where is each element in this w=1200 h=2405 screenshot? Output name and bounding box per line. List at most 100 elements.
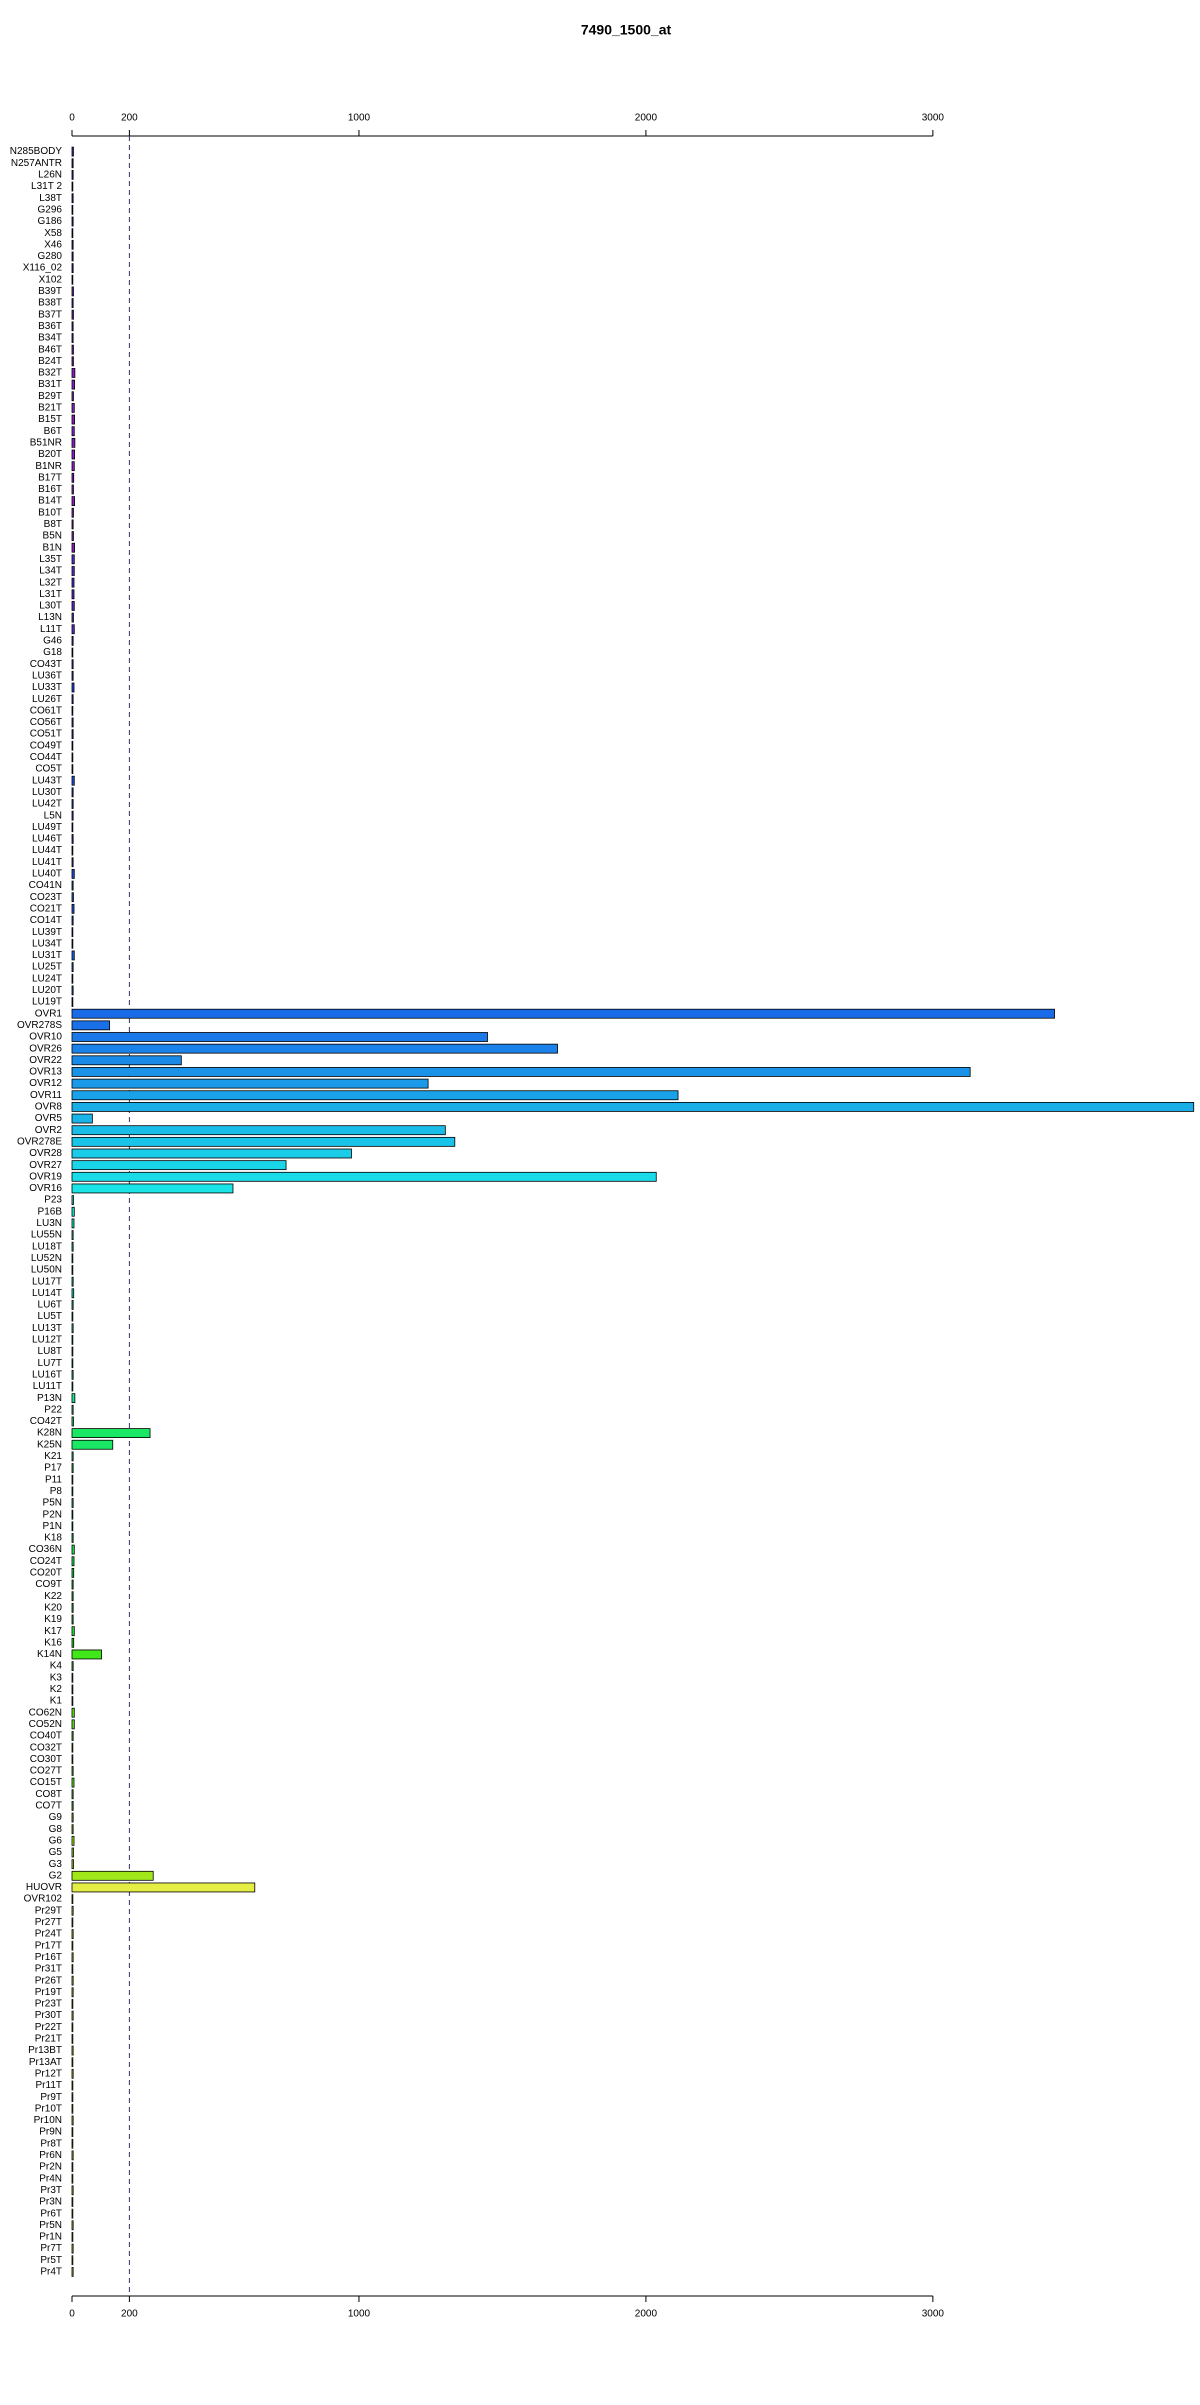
y-tick-label: L13N <box>38 612 62 623</box>
y-tick-label: X58 <box>44 228 62 239</box>
y-tick-label: LU12T <box>32 1335 62 1346</box>
y-tick-label: OVR19 <box>29 1171 62 1182</box>
y-tick-label: Pr3T <box>40 2185 62 2196</box>
bar <box>71 414 75 425</box>
bar <box>71 1043 558 1054</box>
y-tick-label: P17 <box>44 1463 62 1474</box>
y-tick-label: G18 <box>43 647 62 658</box>
y-tick-label: LU49T <box>32 822 62 833</box>
bar <box>71 2022 74 2033</box>
bar <box>71 670 74 681</box>
y-tick-label: OVR5 <box>35 1113 63 1124</box>
bar <box>71 880 74 891</box>
y-tick-label: B24T <box>38 356 62 367</box>
y-tick-label: X116_02 <box>23 263 63 274</box>
y-tick-label: LU16T <box>32 1369 62 1380</box>
y-tick-label: OVR27 <box>29 1160 62 1171</box>
bar <box>71 1579 74 1590</box>
y-tick-label: Pr22T <box>35 2022 62 2033</box>
bar <box>71 169 74 180</box>
bar <box>71 437 76 448</box>
bar <box>71 1929 74 1939</box>
y-tick-label: OVR22 <box>29 1055 62 1066</box>
y-tick-label: Pr30T <box>35 2010 62 2021</box>
bar <box>71 729 74 739</box>
y-tick-label: B46T <box>38 344 62 355</box>
y-tick-label: K25N <box>37 1439 62 1450</box>
bar <box>71 1556 75 1567</box>
y-tick-label: K17 <box>44 1626 62 1637</box>
y-tick-label: OVR2 <box>35 1125 63 1136</box>
bar <box>71 426 75 437</box>
y-tick-label: CO52N <box>29 1719 62 1730</box>
y-tick-label: LU6T <box>38 1300 62 1311</box>
y-tick-label: G46 <box>43 636 62 647</box>
y-tick-label: B34T <box>38 333 62 344</box>
bar <box>71 181 74 192</box>
y-tick-label: K22 <box>44 1591 62 1602</box>
y-tick-label: P8 <box>50 1486 63 1497</box>
y-tick-label: L38T <box>39 193 62 204</box>
y-tick-label: CO8T <box>35 1789 62 1800</box>
y-tick-label: LU26T <box>32 694 62 705</box>
bar <box>71 985 74 996</box>
y-tick-label: OVR13 <box>29 1067 62 1078</box>
y-tick-label: LU34T <box>32 938 62 949</box>
bar <box>71 1940 74 1951</box>
y-tick-label: CO21T <box>30 903 62 914</box>
y-tick-label: CO15T <box>30 1777 62 1788</box>
y-tick-label: CO62N <box>29 1707 62 1718</box>
y-tick-label: P16B <box>38 1206 63 1217</box>
bar <box>71 834 74 844</box>
bar <box>71 566 75 576</box>
x-tick-label: 2000 <box>635 113 658 124</box>
y-tick-label: LU39T <box>32 927 62 938</box>
y-tick-label: B5N <box>43 531 62 542</box>
bar <box>71 507 74 518</box>
y-tick-label: LU55N <box>31 1230 62 1241</box>
bar <box>71 2103 74 2114</box>
y-tick-label: CO23T <box>30 892 62 903</box>
bar <box>71 1393 76 1404</box>
y-tick-label: P5N <box>43 1498 62 1509</box>
y-tick-label: L32T <box>39 577 62 588</box>
bar <box>71 2232 74 2242</box>
y-tick-label: G280 <box>38 251 63 262</box>
y-tick-label: Pr21T <box>35 2034 62 2045</box>
bar <box>71 1917 74 1928</box>
bar <box>71 1777 75 1788</box>
bar <box>71 1428 151 1438</box>
bar <box>71 146 74 157</box>
bar <box>71 158 74 169</box>
bar <box>71 962 74 972</box>
y-tick-label: G2 <box>49 1870 63 1881</box>
y-tick-label: CO7T <box>35 1801 62 1812</box>
bar <box>71 1463 74 1473</box>
bar <box>71 2068 74 2079</box>
bar <box>71 1288 75 1299</box>
bar <box>71 1684 74 1695</box>
y-tick-label: CO61T <box>30 705 62 716</box>
y-tick-label: B10T <box>38 507 62 518</box>
y-tick-label: B1NR <box>35 461 62 472</box>
bar <box>71 1591 74 1602</box>
bar <box>71 496 75 507</box>
bar <box>71 239 74 250</box>
bar <box>71 1136 456 1147</box>
bar <box>71 1987 74 1998</box>
bar <box>71 1404 74 1415</box>
y-tick-label: P23 <box>44 1195 62 1206</box>
x-tick-label: 1000 <box>348 113 371 124</box>
bar <box>71 321 74 332</box>
y-tick-label: Pr8T <box>40 2138 62 2149</box>
y-tick-label: CO49T <box>30 740 62 751</box>
bar <box>71 2010 74 2021</box>
bar <box>71 682 75 693</box>
bar <box>71 1859 74 1870</box>
y-tick-label: LU52N <box>31 1253 62 1264</box>
y-tick-label: LU24T <box>32 973 62 984</box>
y-tick-label: LU31T <box>32 950 62 961</box>
bar <box>71 1020 110 1031</box>
y-tick-label: LU17T <box>32 1276 62 1287</box>
